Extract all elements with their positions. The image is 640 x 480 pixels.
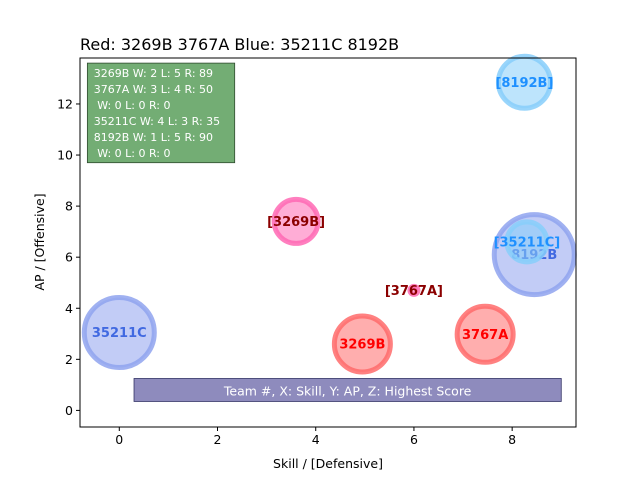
y-tick-label-4: 8 <box>65 199 73 214</box>
stats-line-3: 35211C W: 4 L: 3 R: 35 <box>94 115 220 128</box>
point-label-5: [3767A] <box>385 284 443 299</box>
plot-area: 35211C3269B3767A8192B[3269B][3767A][3521… <box>57 53 577 447</box>
point-label-6: [35211C] <box>494 235 561 250</box>
point-5 <box>407 283 421 297</box>
stats-line-4: 8192B W: 1 L: 5 R: 90 <box>94 131 213 144</box>
point-0 <box>81 295 157 371</box>
y-tick-label-2: 4 <box>65 301 73 316</box>
legend-line-1: [Team #], X: Defensive Pts Y: Offensive … <box>165 399 531 414</box>
point-label-0: 35211C <box>92 326 147 341</box>
point-1 <box>331 313 393 375</box>
legend-line-0: Team #, X: Skill, Y: AP, Z: Highest Scor… <box>223 383 472 398</box>
stats-line-1: 3767A W: 3 L: 4 R: 50 <box>94 83 213 96</box>
x-tick-label-4: 8 <box>508 432 516 447</box>
x-tick-label-0: 0 <box>115 432 123 447</box>
stats-line-2: W: 0 L: 0 R: 0 <box>94 99 171 112</box>
point-2 <box>454 303 516 365</box>
y-tick-label-0: 0 <box>65 403 73 418</box>
x-axis-label: Skill / [Defensive] <box>273 456 383 471</box>
y-tick-label-5: 10 <box>57 148 73 163</box>
point-label-7: [8192B] <box>495 76 553 91</box>
point-6 <box>504 219 550 265</box>
x-tick-label-1: 2 <box>214 432 222 447</box>
stats-line-0: 3269B W: 2 L: 5 R: 89 <box>94 67 213 80</box>
x-tick-label-2: 4 <box>312 432 320 447</box>
chart-title: Red: 3269B 3767A Blue: 35211C 8192B <box>80 35 399 54</box>
stats-box <box>86 62 236 164</box>
point-label-4: [3269B] <box>267 215 325 230</box>
point-label-2: 3767A <box>462 328 508 343</box>
x-tick-label-3: 6 <box>410 432 418 447</box>
y-axis-label: AP / [Offensive] <box>32 193 47 290</box>
y-tick-label-6: 12 <box>57 96 73 111</box>
point-4 <box>271 196 321 246</box>
y-tick-label-3: 6 <box>65 250 73 265</box>
legend-box <box>133 378 562 402</box>
point-label-1: 3269B <box>339 338 385 353</box>
plot-frame <box>79 57 577 428</box>
point-7 <box>495 53 553 111</box>
stats-line-5: W: 0 L: 0 R: 0 <box>94 147 171 160</box>
y-tick-label-1: 2 <box>65 352 73 367</box>
